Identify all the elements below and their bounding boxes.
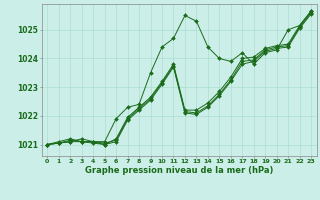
X-axis label: Graphe pression niveau de la mer (hPa): Graphe pression niveau de la mer (hPa) — [85, 166, 273, 175]
